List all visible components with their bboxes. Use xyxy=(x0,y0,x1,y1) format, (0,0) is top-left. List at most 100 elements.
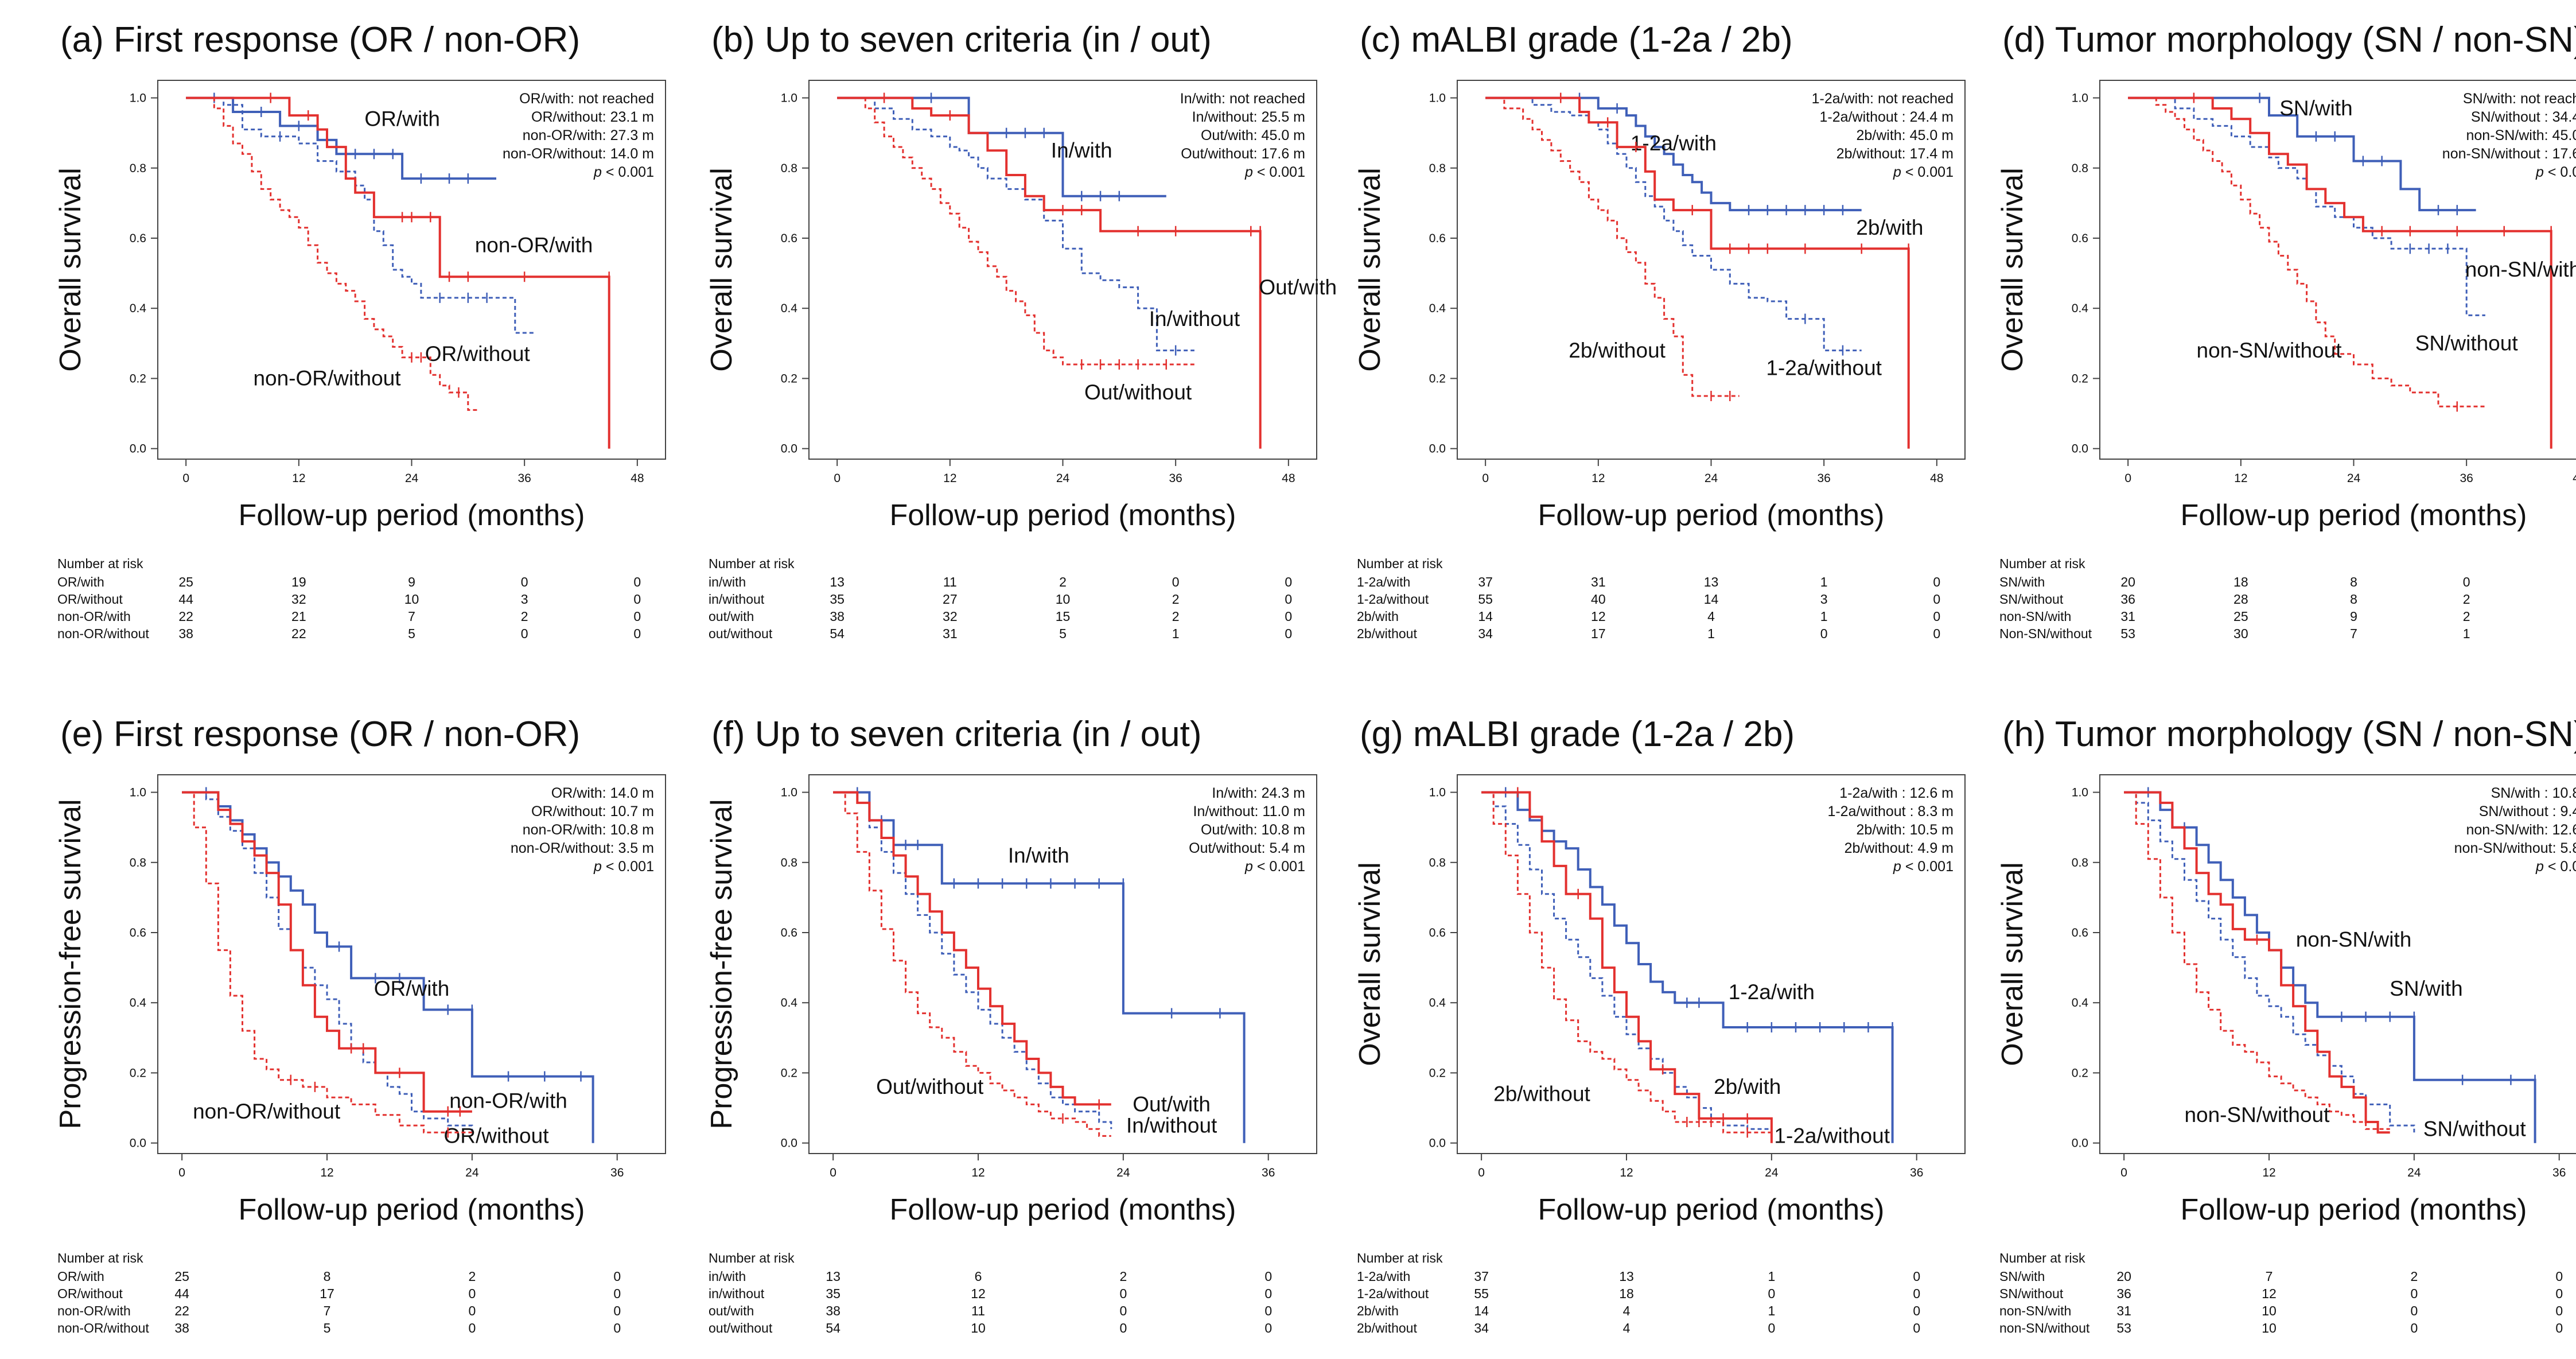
risk-value: 32 xyxy=(291,592,306,607)
km-curve-OR/with xyxy=(186,96,496,180)
risk-table-title: Number at risk xyxy=(709,556,795,571)
risk-value: 32 xyxy=(943,609,958,624)
risk-value: 0 xyxy=(1768,1321,1775,1335)
panel-f: (f) Up to seven criteria (in / out) 0.0 0.… xyxy=(705,715,1317,1335)
median-annotation: 1-2a/without : 8.3 m xyxy=(1827,803,1954,820)
risk-value: 36 xyxy=(2116,1286,2131,1301)
x-axis-label: Follow-up period (months) xyxy=(889,1193,1236,1226)
risk-value: 31 xyxy=(943,626,958,641)
x-tick-label: 24 xyxy=(2347,472,2361,485)
risk-value: 4 xyxy=(1623,1303,1631,1318)
km-curve-In/with xyxy=(837,96,1166,197)
risk-value: 54 xyxy=(826,1321,840,1335)
y-tick-label: 0.0 xyxy=(2072,1137,2088,1150)
risk-row-label: non-OR/with xyxy=(57,1303,131,1318)
risk-value: 9 xyxy=(2350,609,2357,624)
risk-row-label: 2b/without xyxy=(1357,626,1417,641)
risk-value: 21 xyxy=(291,609,306,624)
y-tick-label: 1.0 xyxy=(781,786,797,799)
risk-value: 2 xyxy=(2463,592,2470,607)
risk-value: 11 xyxy=(943,574,957,589)
risk-value: 10 xyxy=(971,1321,986,1335)
risk-value: 38 xyxy=(178,626,193,641)
risk-value: 37 xyxy=(1478,574,1493,589)
km-curve-non-SN/with xyxy=(2124,791,2390,1134)
km-curve-1-2a/with xyxy=(1485,96,1862,212)
y-tick-label: 0.6 xyxy=(130,926,146,939)
risk-value: 0 xyxy=(468,1303,476,1318)
risk-value: 14 xyxy=(1478,609,1493,624)
y-tick-label: 1.0 xyxy=(2072,786,2088,799)
risk-value: 31 xyxy=(1591,574,1606,589)
risk-value: 1 xyxy=(1768,1303,1775,1318)
risk-value: 35 xyxy=(830,592,845,607)
risk-value: 0 xyxy=(468,1321,476,1335)
risk-value: 2 xyxy=(1172,592,1180,607)
x-tick-label: 36 xyxy=(1262,1166,1275,1179)
median-annotation: In/with: not reached xyxy=(1180,91,1305,107)
curve-label: non-SN/without xyxy=(2184,1103,2330,1127)
median-annotation: non-OR/without: 3.5 m xyxy=(511,840,654,856)
curve-label: In/with xyxy=(1051,138,1112,162)
risk-value: 10 xyxy=(404,592,419,607)
x-tick-label: 36 xyxy=(1910,1166,1923,1179)
risk-value: 13 xyxy=(1704,574,1719,589)
median-annotation: OR/with: not reached xyxy=(519,91,654,107)
y-tick-label: 0.0 xyxy=(781,442,797,456)
risk-value: 0 xyxy=(1913,1269,1920,1284)
risk-row-label: non-SN/with xyxy=(1999,1303,2071,1318)
risk-value: 0 xyxy=(1119,1286,1127,1301)
median-annotation: non-OR/without: 14.0 m xyxy=(503,146,654,162)
risk-value: 7 xyxy=(324,1303,331,1318)
x-tick-label: 48 xyxy=(631,472,644,485)
risk-value: 44 xyxy=(174,1286,189,1301)
km-curve-SN/without xyxy=(2128,97,2485,316)
risk-value: 0 xyxy=(1913,1321,1920,1335)
x-tick-label: 12 xyxy=(1591,472,1605,485)
curve-label: Out/without xyxy=(876,1075,984,1098)
curve-label: OR/without xyxy=(425,342,531,366)
x-tick-label: 24 xyxy=(1705,472,1718,485)
plot-frame xyxy=(2099,774,2576,1154)
risk-value: 1 xyxy=(1820,574,1828,589)
risk-value: 0 xyxy=(2555,1286,2563,1301)
risk-row-label: 1-2a/without xyxy=(1357,592,1429,607)
x-tick-label: 12 xyxy=(1620,1166,1633,1179)
risk-value: 7 xyxy=(408,609,415,624)
median-annotation: 2b/without: 4.9 m xyxy=(1845,840,1954,856)
p-value: p < 0.001 xyxy=(1244,164,1305,180)
panel-e: (e) First response (OR / non-OR) 0.0 0.2 0.… xyxy=(54,715,666,1335)
median-annotation: 1-2a/without : 24.4 m xyxy=(1820,109,1954,125)
panel-title: (f) Up to seven criteria (in / out) xyxy=(711,715,1202,754)
curve-label: SN/without xyxy=(2415,332,2519,355)
km-curve-SN/without xyxy=(2124,791,2415,1133)
x-axis-label: Follow-up period (months) xyxy=(1538,1193,1884,1226)
median-annotation: OR/without: 10.7 m xyxy=(531,803,654,820)
x-tick-label: 12 xyxy=(2234,472,2247,485)
y-tick-label: 0.0 xyxy=(1429,1137,1446,1150)
risk-value: 0 xyxy=(1285,609,1292,624)
risk-row-label: out/with xyxy=(709,1303,754,1318)
risk-value: 40 xyxy=(1591,592,1606,607)
risk-row-label: OR/without xyxy=(57,592,123,607)
risk-value: 1 xyxy=(1172,626,1180,641)
y-tick-label: 0.4 xyxy=(781,996,798,1009)
risk-value: 0 xyxy=(1768,1286,1775,1301)
risk-value: 0 xyxy=(633,574,641,589)
risk-table-title: Number at risk xyxy=(57,1251,143,1265)
curve-label: 2b/with xyxy=(1856,216,1923,239)
risk-value: 28 xyxy=(2233,592,2248,607)
median-annotation: 1-2a/with: not reached xyxy=(1812,91,1954,107)
risk-value: 5 xyxy=(1059,626,1067,641)
risk-row-label: in/without xyxy=(709,592,765,607)
curve-label: non-SN/with xyxy=(2465,258,2576,281)
y-tick-label: 0.0 xyxy=(781,1137,797,1150)
median-annotation: non-OR/with: 27.3 m xyxy=(523,127,654,143)
risk-value: 5 xyxy=(324,1321,331,1335)
risk-value: 5 xyxy=(408,626,415,641)
km-curve-OR/without xyxy=(182,791,473,1133)
y-tick-label: 0.8 xyxy=(1429,162,1446,175)
y-tick-label: 0.4 xyxy=(130,996,147,1009)
median-annotation: non-SN/with: 12.6 m xyxy=(2466,822,2576,838)
risk-value: 0 xyxy=(521,626,528,641)
